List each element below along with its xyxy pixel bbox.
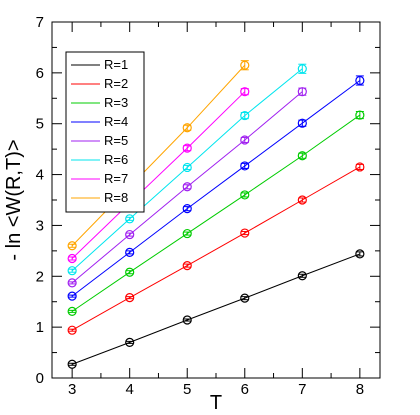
data-point bbox=[67, 278, 77, 288]
data-point bbox=[125, 337, 135, 347]
data-point bbox=[297, 271, 307, 281]
legend-label: R=1 bbox=[104, 57, 128, 72]
data-point bbox=[297, 64, 307, 74]
data-point bbox=[240, 161, 250, 171]
data-point bbox=[67, 253, 77, 264]
data-point bbox=[240, 87, 250, 97]
data-point bbox=[240, 293, 250, 303]
data-point bbox=[67, 325, 77, 335]
series-6 bbox=[67, 63, 307, 276]
data-point bbox=[182, 123, 192, 133]
y-tick-label: 0 bbox=[36, 370, 44, 387]
data-point bbox=[297, 118, 307, 128]
series-5 bbox=[67, 87, 307, 288]
x-tick-label: 4 bbox=[126, 381, 134, 398]
y-tick-label: 7 bbox=[36, 14, 44, 31]
data-point bbox=[125, 214, 135, 224]
data-point bbox=[182, 162, 192, 173]
x-tick-label: 8 bbox=[356, 381, 364, 398]
series-line bbox=[71, 166, 361, 331]
y-tick-label: 2 bbox=[36, 268, 44, 285]
y-tick-label: 6 bbox=[36, 65, 44, 82]
series-line bbox=[71, 253, 361, 365]
data-point bbox=[182, 315, 192, 325]
series-1 bbox=[67, 249, 365, 369]
y-tick-label: 3 bbox=[36, 217, 44, 234]
data-point bbox=[182, 182, 192, 192]
y-tick-label: 1 bbox=[36, 319, 44, 336]
legend-label: R=4 bbox=[104, 114, 128, 129]
series-line bbox=[71, 64, 246, 247]
data-point bbox=[240, 135, 250, 145]
axis-ticks: 0 1 2 3 4 5 6 7 3 4 5 6 7 8 bbox=[36, 14, 380, 398]
series-line bbox=[71, 91, 246, 259]
data-point bbox=[67, 291, 77, 301]
data-point bbox=[240, 60, 250, 70]
data-point bbox=[355, 75, 365, 86]
data-point bbox=[355, 162, 365, 172]
data-point bbox=[67, 359, 77, 369]
series-2 bbox=[67, 162, 365, 335]
data-point bbox=[297, 151, 307, 161]
y-tick-label: 5 bbox=[36, 116, 44, 133]
series-3 bbox=[67, 110, 365, 316]
series-4 bbox=[67, 75, 365, 301]
legend-label: R=3 bbox=[104, 95, 128, 110]
data-point bbox=[355, 110, 365, 120]
legend: R=1 R=2 R=3 R=4 R=5 R=6 R=7 R=8 bbox=[65, 51, 145, 213]
data-point bbox=[182, 204, 192, 214]
data-point bbox=[297, 195, 307, 205]
data-point bbox=[182, 261, 192, 271]
series-8 bbox=[67, 60, 250, 251]
data-point bbox=[125, 247, 135, 257]
y-tick-label: 4 bbox=[36, 167, 44, 184]
data-point bbox=[125, 293, 135, 303]
data-point bbox=[67, 306, 77, 316]
data-point bbox=[240, 190, 250, 200]
legend-box bbox=[65, 51, 145, 213]
data-point bbox=[125, 229, 135, 240]
data-point bbox=[182, 143, 192, 153]
legend-label: R=8 bbox=[104, 190, 128, 205]
legend-label: R=2 bbox=[104, 76, 128, 91]
data-point bbox=[67, 266, 77, 276]
series-line bbox=[71, 114, 361, 312]
data-point bbox=[355, 249, 365, 259]
x-tick-label: 5 bbox=[183, 381, 191, 398]
legend-label: R=6 bbox=[104, 152, 128, 167]
x-axis-label: T bbox=[210, 392, 222, 414]
data-point bbox=[240, 110, 250, 121]
x-tick-label: 7 bbox=[298, 381, 306, 398]
x-tick-label: 3 bbox=[68, 381, 76, 398]
data-point bbox=[67, 241, 77, 251]
data-point bbox=[240, 228, 250, 238]
data-point bbox=[125, 267, 135, 277]
series-line bbox=[71, 80, 361, 297]
data-point bbox=[182, 228, 192, 239]
legend-label: R=7 bbox=[104, 171, 128, 186]
data-point bbox=[297, 87, 307, 97]
y-axis-label: - ln <W(R,T)> bbox=[3, 139, 25, 260]
legend-label: R=5 bbox=[104, 133, 128, 148]
x-tick-label: 6 bbox=[241, 381, 249, 398]
